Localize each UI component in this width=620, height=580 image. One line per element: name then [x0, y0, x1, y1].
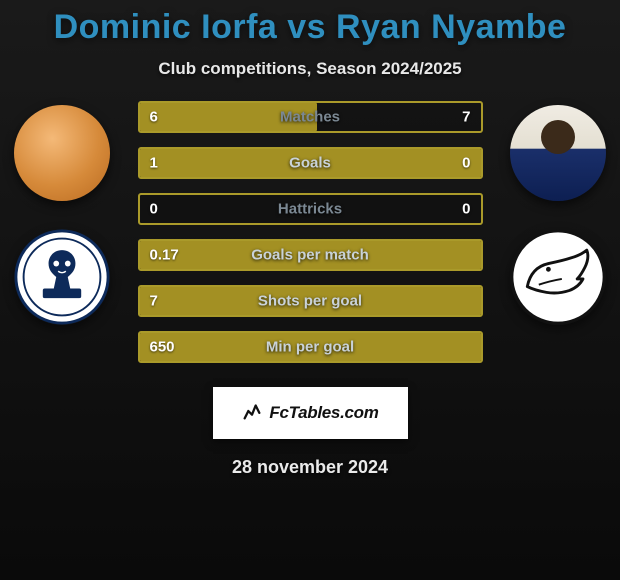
stat-value-left: 0.17	[150, 247, 179, 264]
stat-value-left: 7	[150, 293, 158, 310]
stat-row: 0.17 Goals per match	[138, 239, 483, 271]
stat-value-right: 0	[462, 155, 470, 172]
comparison-body: 6 7 Matches 1 0 Goals 0 0 Hattricks 0.17 Goals per…	[0, 101, 620, 363]
player2-column: 15	[510, 105, 606, 325]
stat-row: 7 Shots per goal	[138, 285, 483, 317]
title: Dominic Iorfa vs Ryan Nyambe	[54, 8, 567, 47]
stat-label: Shots per goal	[258, 293, 362, 310]
stat-row: 650 Min per goal	[138, 331, 483, 363]
brand-logo-icon	[241, 400, 263, 427]
date-label: 28 november 2024	[232, 457, 388, 478]
stat-value-left: 6	[150, 109, 158, 126]
player2-avatar-head	[541, 120, 575, 154]
title-vs: vs	[287, 8, 326, 46]
player1-club-crest	[14, 229, 110, 325]
stat-value-right: 7	[462, 109, 470, 126]
brand-badge[interactable]: FcTables.com	[213, 387, 408, 439]
stat-value-left: 650	[150, 339, 175, 356]
stat-label: Min per goal	[266, 339, 354, 356]
player2-avatar: 15	[510, 105, 606, 201]
stat-list: 6 7 Matches 1 0 Goals 0 0 Hattricks 0.17 Goals per…	[138, 101, 483, 363]
stat-label: Goals	[289, 155, 331, 172]
stat-label: Matches	[280, 109, 340, 126]
stat-value-left: 0	[150, 201, 158, 218]
stat-value-right: 0	[462, 201, 470, 218]
title-player1: Dominic Iorfa	[54, 8, 278, 46]
stat-row: 1 0 Goals	[138, 147, 483, 179]
subtitle: Club competitions, Season 2024/2025	[158, 59, 461, 79]
title-player2: Ryan Nyambe	[336, 8, 566, 46]
stat-row: 6 7 Matches	[138, 101, 483, 133]
stat-row: 0 0 Hattricks	[138, 193, 483, 225]
stat-label: Goals per match	[251, 247, 369, 264]
comparison-card: Dominic Iorfa vs Ryan Nyambe Club compet…	[0, 0, 620, 580]
player1-column	[14, 105, 110, 325]
brand-name: FcTables.com	[269, 403, 378, 423]
player1-avatar	[14, 105, 110, 201]
stat-value-left: 1	[150, 155, 158, 172]
player2-club-crest	[510, 229, 606, 325]
stat-label: Hattricks	[278, 201, 342, 218]
